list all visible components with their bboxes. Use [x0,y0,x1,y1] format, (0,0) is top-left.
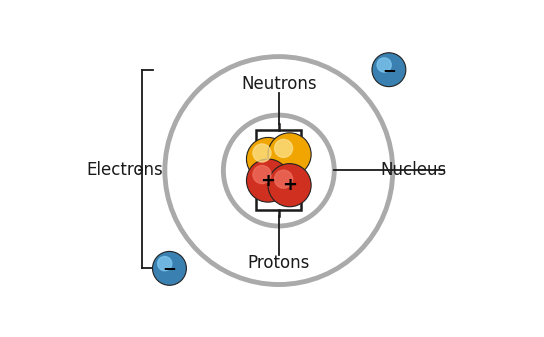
Text: Nucleus: Nucleus [380,161,447,179]
Circle shape [253,165,271,184]
Text: Electrons: Electrons [86,161,163,179]
Circle shape [275,139,293,157]
Circle shape [158,256,172,271]
Circle shape [246,137,289,181]
Text: Protons: Protons [248,254,310,273]
Bar [256,130,301,210]
Circle shape [246,159,289,202]
Circle shape [275,170,293,188]
Text: +: + [261,172,275,190]
Text: +: + [282,176,297,194]
Text: Neutrons: Neutrons [241,75,317,93]
Circle shape [268,164,311,207]
Text: −: − [163,259,176,277]
Circle shape [152,251,187,285]
Circle shape [377,58,391,72]
Text: −: − [382,61,396,79]
Circle shape [372,53,406,87]
Circle shape [253,144,271,162]
Circle shape [268,133,311,176]
